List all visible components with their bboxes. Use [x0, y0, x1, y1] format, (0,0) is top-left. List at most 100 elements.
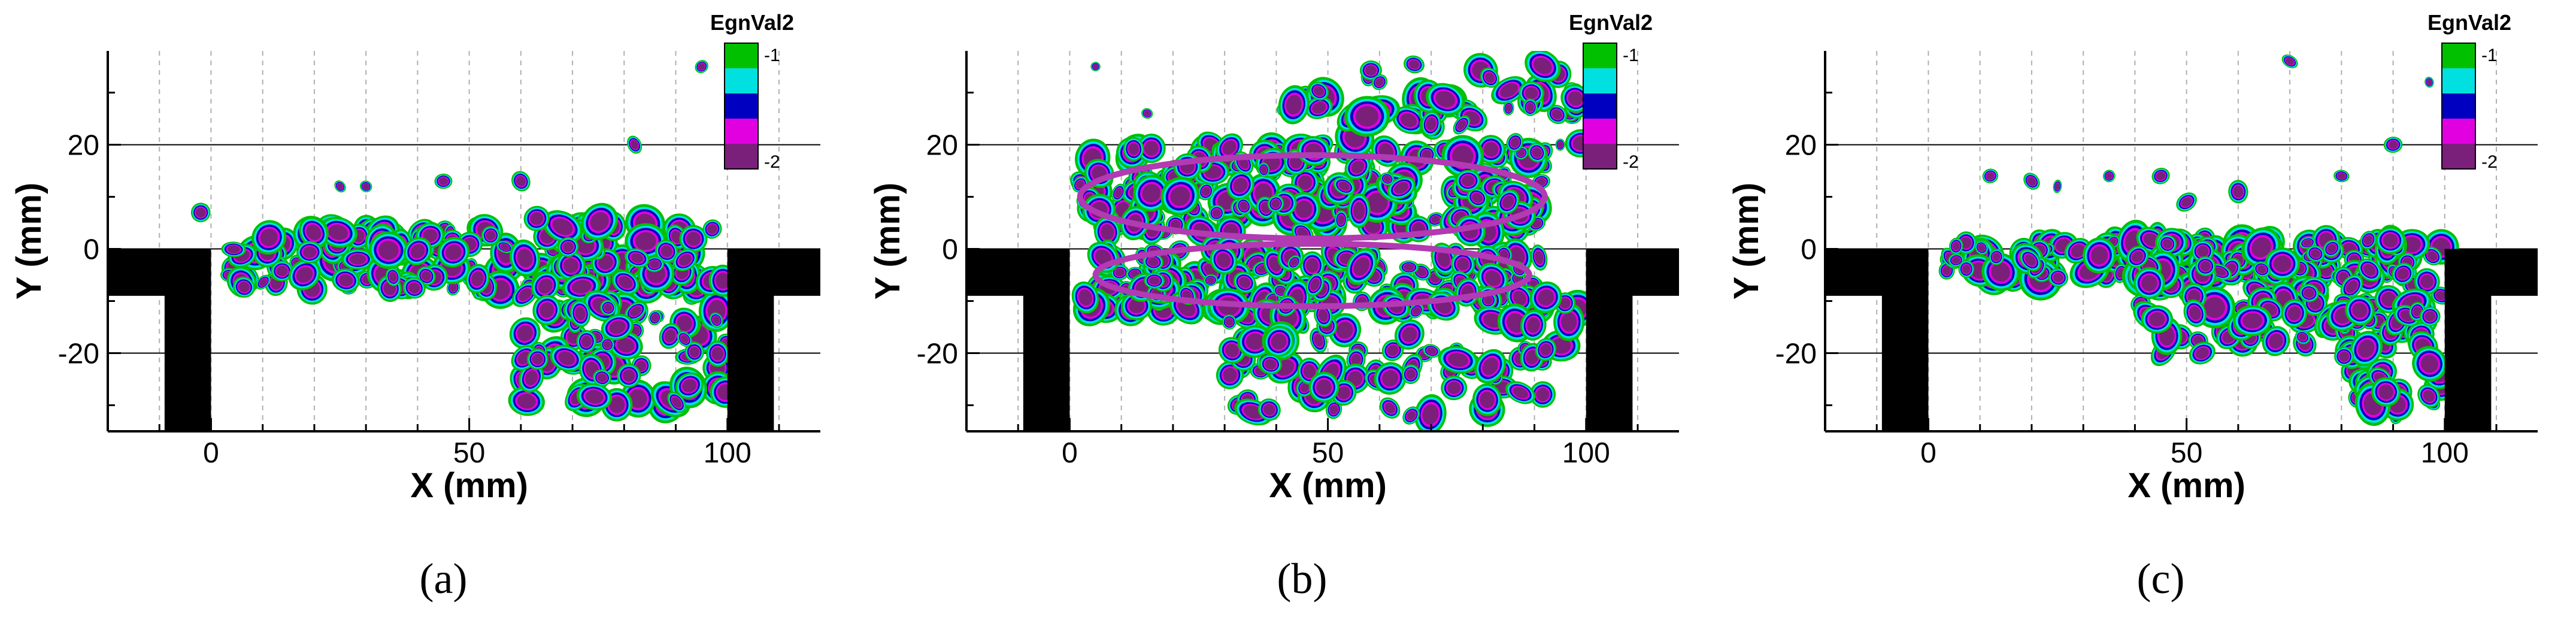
contour-level: [572, 280, 592, 294]
vortex-blob: [509, 239, 541, 277]
vortex-blob: [1520, 343, 1545, 372]
vortex-blob: [1394, 319, 1425, 350]
vortex-blob: [1503, 101, 1514, 116]
legend-max-label: -1: [1623, 46, 1639, 65]
vortex-blob: [523, 205, 550, 231]
contour-level: [1447, 382, 1461, 394]
contour-level: [303, 246, 317, 258]
vortex-blob: [1334, 210, 1348, 229]
contour-level: [623, 370, 635, 382]
vortex-blob: [542, 210, 583, 244]
vortex-blob: [672, 248, 698, 272]
colorbar-swatch: [1583, 119, 1617, 144]
vortex-blob: [1472, 383, 1502, 416]
contour-level: [1457, 258, 1469, 271]
contour-level: [563, 258, 578, 273]
contour-level: [1437, 250, 1450, 267]
vortex-blob: [1299, 251, 1325, 280]
contour-level: [1513, 386, 1528, 398]
vortex-blob: [550, 344, 584, 372]
vortex-blob: [1506, 133, 1524, 152]
vortex-blob: [332, 268, 360, 292]
vortex-blob: [1226, 170, 1254, 200]
vortex-blob: [1333, 177, 1355, 195]
contour-level: [558, 351, 575, 365]
contour-level: [581, 335, 592, 347]
contour-level: [1115, 188, 1122, 198]
vortex-blob: [232, 276, 255, 298]
vortex-blob: [1305, 273, 1325, 297]
vortex-blob: [654, 240, 678, 263]
contour-level: [1513, 291, 1526, 306]
vortex-blob: [1160, 177, 1200, 216]
contour-level: [664, 329, 676, 343]
vortex-blob: [679, 225, 708, 253]
vortex-blob: [1463, 53, 1498, 88]
contour-level: [1260, 166, 1267, 174]
contour-level: [389, 272, 397, 282]
contour-level: [1212, 208, 1221, 217]
colorbar-swatch: [725, 43, 758, 69]
contour-level: [1400, 113, 1417, 128]
vortex-blob: [611, 270, 640, 295]
contour-level: [1402, 326, 1417, 343]
contour-level: [1394, 182, 1409, 194]
contour-level: [1300, 383, 1310, 392]
contour-level: [1338, 214, 1345, 225]
contour-level: [1271, 333, 1287, 350]
vortex-blob: [1259, 354, 1282, 374]
contour-level: [196, 207, 206, 217]
vortex-blob: [1072, 176, 1088, 193]
contour-level: [590, 212, 609, 231]
vortex-blob: [1427, 212, 1444, 227]
contour-level: [609, 320, 626, 334]
contour-level: [1318, 309, 1328, 322]
vortex-blob: [1381, 339, 1404, 361]
vortex-blob: [271, 260, 293, 282]
contour-level: [1483, 313, 1502, 328]
vortex-blob: [1403, 55, 1425, 74]
vortex-blob: [1502, 238, 1532, 273]
vortex-blob: [437, 237, 470, 268]
contour-level: [532, 353, 543, 365]
vortex-blob: [1144, 272, 1165, 289]
legend-max-label: -1: [764, 46, 780, 65]
vortex-blob: [1344, 96, 1390, 137]
contour-level: [1149, 276, 1160, 285]
vortex-blob: [1477, 262, 1509, 294]
vortex-blob: [1141, 108, 1153, 119]
contour-level: [538, 279, 553, 294]
contour-level: [1482, 358, 1499, 375]
vortex-blob: [557, 237, 579, 257]
vortex-blob: [508, 386, 545, 416]
contour-level: [1365, 65, 1377, 75]
vortex-blob: [695, 60, 708, 74]
vortex-blob: [625, 301, 647, 322]
contour-level: [1310, 279, 1320, 291]
legend-min-label: -2: [764, 152, 780, 172]
vortex-blob: [1308, 371, 1339, 403]
vortex-blob: [1071, 281, 1099, 314]
contour-level: [1536, 388, 1550, 401]
vortex-blob: [1374, 362, 1407, 395]
contour-level: [1426, 117, 1437, 131]
contour-level: [1413, 307, 1420, 315]
vortex-blob: [706, 340, 729, 367]
vortex-blob: [667, 391, 686, 413]
contour-level: [1560, 298, 1571, 309]
vortex-blob: [256, 274, 271, 290]
contour-level: [1312, 102, 1326, 114]
contour-level: [1337, 386, 1350, 400]
contour-level: [1223, 368, 1237, 382]
contour-level: [423, 229, 438, 243]
vortex-blob: [296, 240, 323, 264]
x-tick-label: 100: [1562, 437, 1610, 469]
vortex-blob: [576, 330, 597, 353]
vortex-blob: [1278, 85, 1310, 125]
vortex-blob: [1525, 51, 1561, 83]
contour-level: [1093, 64, 1098, 69]
colorbar-legend: EgnVal2-1-2: [710, 10, 794, 172]
